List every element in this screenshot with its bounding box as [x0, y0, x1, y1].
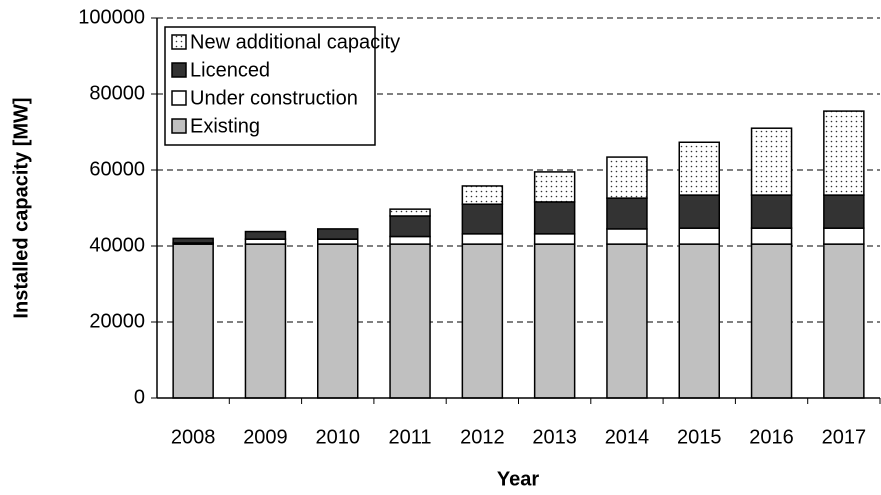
x-tick-label: 2017	[822, 426, 867, 448]
bar-segment	[172, 243, 214, 399]
bar-segment	[678, 227, 720, 245]
bar-segment	[606, 228, 648, 245]
legend-label: Licenced	[190, 59, 270, 81]
legend-label: New additional capacity	[190, 31, 400, 53]
bar-segment	[750, 227, 793, 245]
legend-swatch	[171, 90, 187, 106]
x-tick-label: 2014	[605, 426, 650, 448]
legend-box	[164, 26, 376, 146]
bar-segment	[461, 203, 504, 235]
y-tick-label: 100000	[78, 6, 145, 28]
bar-segment	[317, 243, 359, 399]
bar-segment	[823, 227, 865, 245]
bar-segment	[823, 110, 865, 196]
legend-label: Existing	[190, 115, 260, 137]
legend-swatch	[171, 62, 187, 78]
bar-segment	[606, 243, 648, 399]
x-axis-label: Year	[497, 468, 539, 490]
bar-segment	[533, 201, 576, 235]
bar-segment	[750, 243, 793, 399]
bar-segment	[461, 185, 504, 205]
x-tick-label: 2016	[749, 426, 794, 448]
x-tick-label: 2010	[316, 426, 361, 448]
bar-segment	[750, 194, 793, 229]
x-tick-label: 2015	[677, 426, 722, 448]
bar-segment	[678, 194, 720, 229]
y-tick-label: 80000	[89, 82, 145, 104]
bar-segment	[823, 243, 865, 399]
legend-swatch	[171, 34, 187, 50]
bar-segment	[244, 230, 287, 240]
bar-segment	[389, 215, 431, 238]
legend-label: Under construction	[190, 87, 358, 109]
bar-segment	[823, 194, 865, 229]
y-tick-label: 60000	[89, 158, 145, 180]
y-tick-label: 0	[134, 386, 145, 408]
y-tick-label: 20000	[89, 310, 145, 332]
bar-segment	[389, 243, 431, 399]
x-tick-label: 2012	[460, 426, 505, 448]
x-tick-label: 2008	[171, 426, 216, 448]
bar-segment	[678, 141, 720, 196]
y-axis-label: Installed capacity [MW]	[10, 97, 32, 318]
bar-segment	[172, 237, 214, 244]
bar-segment	[533, 171, 576, 203]
x-tick-label: 2013	[532, 426, 577, 448]
bar-segment	[389, 208, 431, 217]
bar-segment	[389, 235, 431, 245]
bar-segment	[533, 243, 576, 399]
bar-segment	[750, 127, 793, 196]
bar-segment	[606, 156, 648, 199]
x-tick-label: 2009	[243, 426, 288, 448]
legend-swatch	[171, 118, 187, 134]
bar-segment	[461, 233, 504, 245]
x-tick-label: 2011	[389, 426, 432, 448]
bar-segment	[244, 243, 287, 399]
y-tick-label: 40000	[89, 234, 145, 256]
bar-segment	[606, 197, 648, 230]
bar-segment	[533, 233, 576, 245]
bar-segment	[317, 228, 359, 240]
bar-segment	[678, 243, 720, 399]
bar-segment	[461, 243, 504, 399]
